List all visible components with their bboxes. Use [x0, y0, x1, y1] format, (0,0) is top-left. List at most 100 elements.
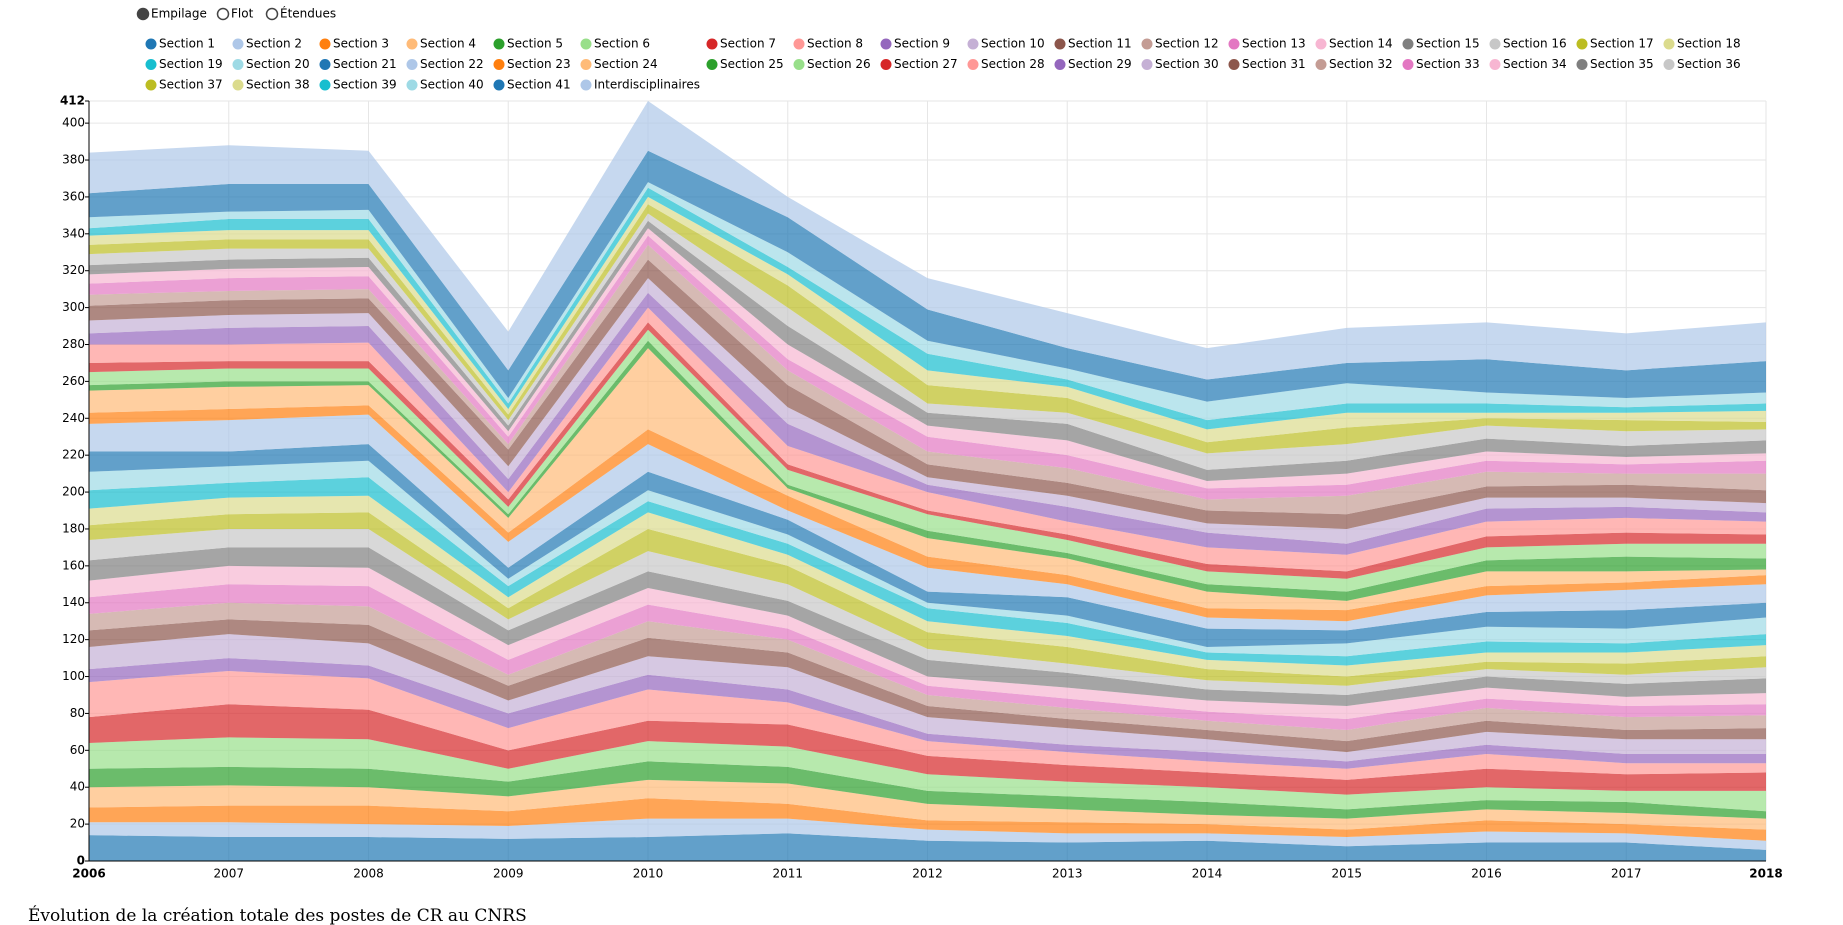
- legend-item[interactable]: Section 3: [319, 37, 390, 51]
- legend-swatch[interactable]: [232, 38, 244, 50]
- legend-label[interactable]: Section 38: [246, 78, 310, 92]
- legend-swatch[interactable]: [1489, 38, 1501, 50]
- legend-item[interactable]: Interdisciplinaires: [580, 78, 700, 92]
- legend-swatch[interactable]: [706, 59, 718, 70]
- legend-label[interactable]: Section 19: [159, 57, 223, 71]
- legend-swatch[interactable]: [1315, 59, 1327, 70]
- legend-swatch[interactable]: [880, 38, 892, 50]
- legend-label[interactable]: Section 8: [807, 37, 863, 51]
- legend-swatch[interactable]: [493, 38, 505, 50]
- legend-label[interactable]: Section 34: [1503, 57, 1567, 71]
- legend-label[interactable]: Section 25: [720, 57, 784, 71]
- legend-label[interactable]: Section 4: [420, 37, 476, 51]
- legend-item[interactable]: Section 11: [1054, 37, 1132, 51]
- legend-label[interactable]: Section 12: [1155, 37, 1219, 51]
- legend-label[interactable]: Section 18: [1677, 37, 1741, 51]
- legend-item[interactable]: Section 30: [1141, 57, 1219, 71]
- legend-swatch[interactable]: [1054, 38, 1066, 50]
- legend-item[interactable]: Section 18: [1663, 37, 1741, 51]
- legend-swatch[interactable]: [319, 59, 331, 70]
- legend-item[interactable]: Section 4: [406, 37, 477, 51]
- legend-swatch[interactable]: [967, 38, 979, 50]
- legend-label[interactable]: Section 21: [333, 57, 397, 71]
- legend-item[interactable]: Section 12: [1141, 37, 1219, 51]
- legend-item[interactable]: Section 33: [1402, 57, 1480, 71]
- legend-label[interactable]: Section 15: [1416, 37, 1480, 51]
- legend-item[interactable]: Section 9: [880, 37, 951, 51]
- legend-swatch[interactable]: [145, 38, 157, 50]
- legend-swatch[interactable]: [1576, 38, 1588, 50]
- legend-item[interactable]: Section 19: [145, 57, 223, 71]
- legend-swatch[interactable]: [493, 59, 505, 70]
- legend-item[interactable]: Section 21: [319, 57, 397, 71]
- mode-radio[interactable]: [216, 7, 230, 21]
- legend-swatch[interactable]: [232, 79, 244, 91]
- legend-label[interactable]: Section 14: [1329, 37, 1393, 51]
- legend-label[interactable]: Section 24: [594, 57, 658, 71]
- legend-label[interactable]: Section 40: [420, 78, 484, 92]
- legend-item[interactable]: Section 8: [793, 37, 864, 51]
- legend-swatch[interactable]: [1141, 38, 1153, 50]
- legend-label[interactable]: Section 2: [246, 37, 302, 51]
- legend-label[interactable]: Section 23: [507, 57, 571, 71]
- legend-item[interactable]: Section 2: [232, 37, 303, 51]
- legend-item[interactable]: Section 28: [967, 57, 1045, 71]
- legend-item[interactable]: Section 17: [1576, 37, 1654, 51]
- legend-label[interactable]: Interdisciplinaires: [594, 78, 700, 92]
- legend-label[interactable]: Section 16: [1503, 37, 1567, 51]
- legend-swatch[interactable]: [1054, 59, 1066, 70]
- legend-swatch[interactable]: [580, 59, 592, 70]
- legend-label[interactable]: Section 30: [1155, 57, 1219, 71]
- legend-swatch[interactable]: [145, 59, 157, 70]
- legend-swatch[interactable]: [880, 59, 892, 70]
- legend-item[interactable]: Section 26: [793, 57, 871, 71]
- legend-item[interactable]: Section 5: [493, 37, 564, 51]
- legend-label[interactable]: Section 31: [1242, 57, 1306, 71]
- legend-label[interactable]: Section 28: [981, 57, 1045, 71]
- legend-item[interactable]: Section 14: [1315, 37, 1393, 51]
- legend-swatch[interactable]: [1228, 38, 1240, 50]
- legend-item[interactable]: Section 22: [406, 57, 484, 71]
- legend-item[interactable]: Section 31: [1228, 57, 1306, 71]
- legend-label[interactable]: Section 20: [246, 57, 310, 71]
- legend-swatch[interactable]: [406, 79, 418, 91]
- legend-swatch[interactable]: [1228, 59, 1240, 70]
- legend-label[interactable]: Section 41: [507, 78, 571, 92]
- legend-label[interactable]: Section 35: [1590, 57, 1654, 71]
- mode-label[interactable]: Flot: [231, 7, 254, 21]
- legend-swatch[interactable]: [1576, 59, 1588, 70]
- legend-label[interactable]: Section 17: [1590, 37, 1654, 51]
- legend-swatch[interactable]: [319, 79, 331, 91]
- mode-radio[interactable]: [265, 7, 279, 21]
- legend-label[interactable]: Section 6: [594, 37, 650, 51]
- legend-swatch[interactable]: [1663, 38, 1675, 50]
- legend-label[interactable]: Section 3: [333, 37, 389, 51]
- legend-swatch[interactable]: [1402, 59, 1414, 70]
- legend-item[interactable]: Section 35: [1576, 57, 1654, 71]
- legend-label[interactable]: Section 9: [894, 37, 950, 51]
- legend-swatch[interactable]: [706, 38, 718, 50]
- legend-label[interactable]: Section 32: [1329, 57, 1393, 71]
- legend-item[interactable]: Section 15: [1402, 37, 1480, 51]
- legend-swatch[interactable]: [1663, 59, 1675, 70]
- legend-item[interactable]: Section 13: [1228, 37, 1306, 51]
- legend-item[interactable]: Section 20: [232, 57, 310, 71]
- legend-item[interactable]: Section 36: [1663, 57, 1741, 71]
- legend-swatch[interactable]: [406, 38, 418, 50]
- legend-label[interactable]: Section 10: [981, 37, 1045, 51]
- legend-label[interactable]: Section 1: [159, 37, 215, 51]
- mode-label[interactable]: Étendues: [280, 6, 336, 21]
- legend-item[interactable]: Section 23: [493, 57, 571, 71]
- mode-option[interactable]: Flot: [216, 7, 254, 21]
- legend-label[interactable]: Section 7: [720, 37, 776, 51]
- mode-option[interactable]: Empilage: [136, 7, 207, 21]
- legend-swatch[interactable]: [406, 59, 418, 70]
- mode-label[interactable]: Empilage: [151, 7, 207, 21]
- legend-label[interactable]: Section 36: [1677, 57, 1741, 71]
- legend-swatch[interactable]: [580, 79, 592, 91]
- legend-swatch[interactable]: [580, 38, 592, 50]
- legend-label[interactable]: Section 13: [1242, 37, 1306, 51]
- legend-swatch[interactable]: [1489, 59, 1501, 70]
- legend-item[interactable]: Section 24: [580, 57, 658, 71]
- legend-item[interactable]: Section 39: [319, 78, 397, 92]
